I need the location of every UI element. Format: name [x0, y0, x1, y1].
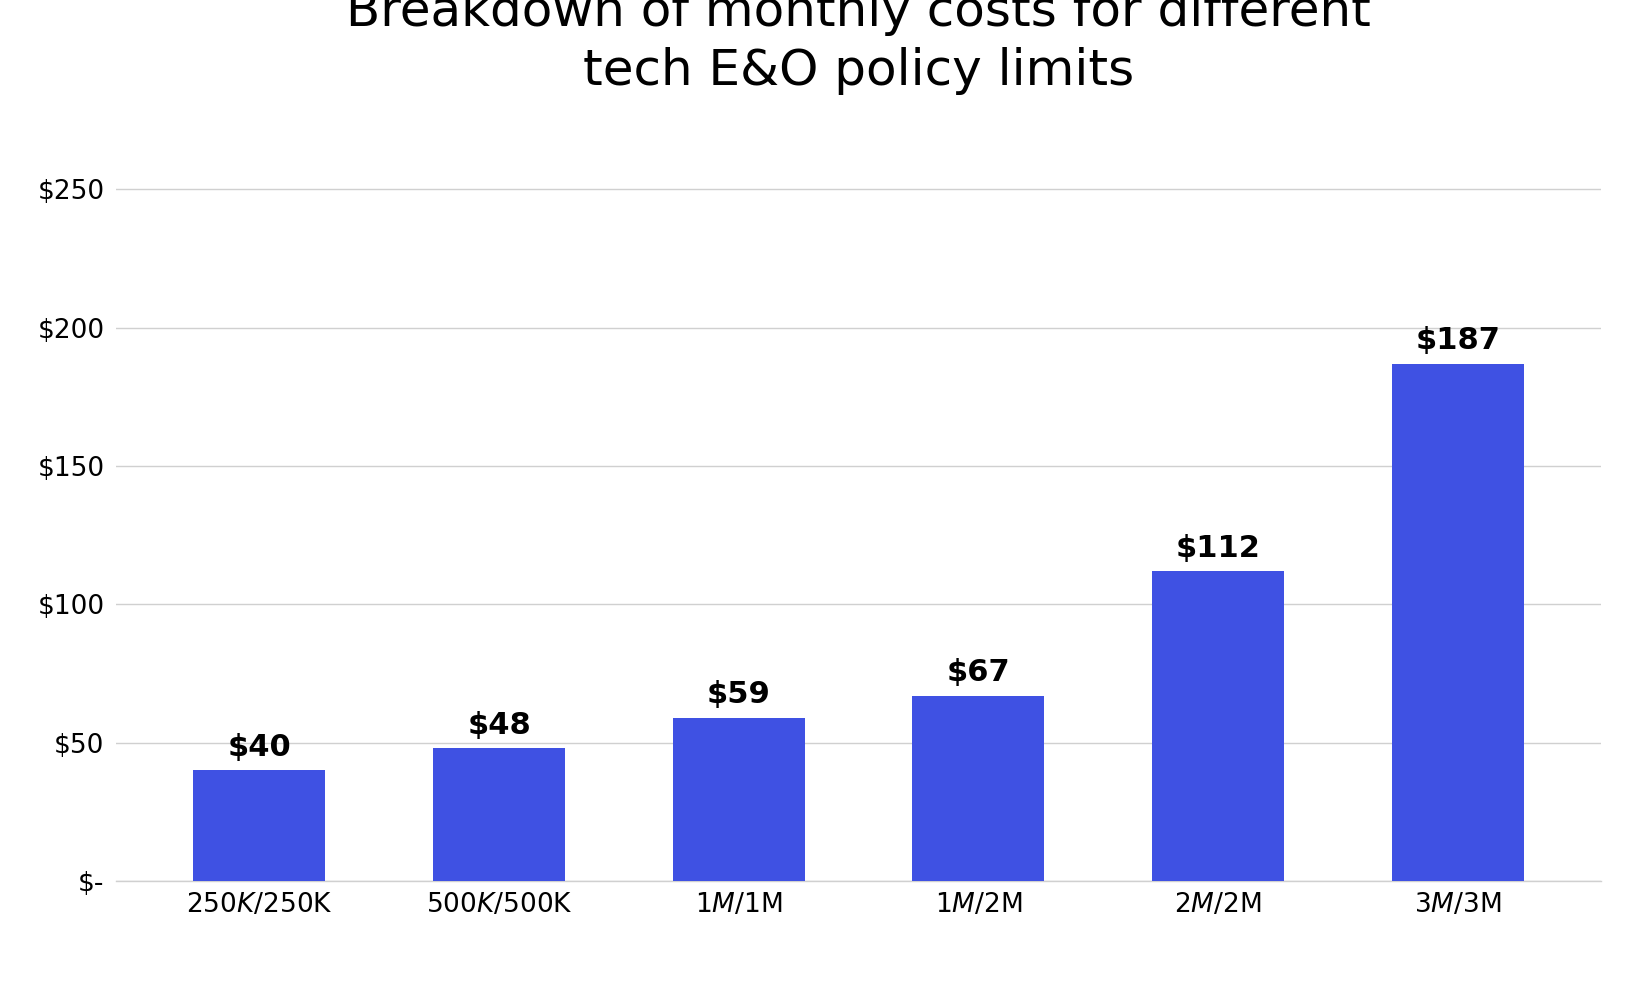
Text: $48: $48	[467, 711, 532, 740]
Text: $67: $67	[946, 659, 1010, 688]
Text: $59: $59	[707, 681, 771, 710]
Bar	[193, 770, 325, 881]
Bar	[433, 748, 565, 881]
Bar	[674, 718, 804, 881]
Bar	[913, 696, 1045, 881]
Text: $187: $187	[1415, 326, 1501, 355]
Bar	[1152, 571, 1284, 881]
Text: $40: $40	[228, 733, 291, 762]
Text: $112: $112	[1176, 534, 1260, 563]
Bar	[1392, 363, 1524, 881]
Title: Breakdown of monthly costs for different
tech E&O policy limits: Breakdown of monthly costs for different…	[347, 0, 1370, 95]
